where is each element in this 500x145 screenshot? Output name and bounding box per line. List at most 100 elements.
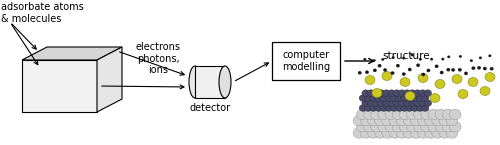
- Ellipse shape: [398, 90, 406, 97]
- Ellipse shape: [378, 122, 390, 132]
- Ellipse shape: [442, 122, 454, 132]
- Ellipse shape: [480, 87, 490, 96]
- Ellipse shape: [405, 91, 415, 100]
- Ellipse shape: [385, 95, 392, 101]
- Ellipse shape: [418, 128, 429, 138]
- Ellipse shape: [406, 95, 413, 101]
- Ellipse shape: [374, 105, 382, 111]
- Ellipse shape: [370, 95, 377, 101]
- Text: computer
modelling: computer modelling: [282, 50, 330, 72]
- Ellipse shape: [414, 122, 426, 132]
- Ellipse shape: [364, 109, 375, 120]
- Ellipse shape: [410, 115, 422, 126]
- Ellipse shape: [380, 105, 388, 111]
- Ellipse shape: [485, 72, 495, 81]
- Ellipse shape: [410, 128, 422, 138]
- Ellipse shape: [446, 128, 458, 138]
- Ellipse shape: [388, 100, 396, 106]
- Ellipse shape: [372, 88, 382, 97]
- Ellipse shape: [430, 94, 440, 103]
- Ellipse shape: [382, 58, 384, 61]
- Ellipse shape: [424, 100, 432, 106]
- Ellipse shape: [424, 115, 436, 126]
- Ellipse shape: [398, 100, 406, 106]
- Ellipse shape: [359, 105, 367, 111]
- Ellipse shape: [370, 109, 382, 120]
- Ellipse shape: [367, 90, 374, 97]
- Ellipse shape: [368, 115, 379, 126]
- Ellipse shape: [419, 100, 426, 106]
- Ellipse shape: [403, 128, 415, 138]
- Ellipse shape: [448, 56, 450, 58]
- Ellipse shape: [392, 109, 404, 120]
- Ellipse shape: [418, 115, 429, 126]
- Ellipse shape: [459, 55, 462, 58]
- Ellipse shape: [424, 128, 436, 138]
- Text: detector: detector: [190, 103, 230, 113]
- Ellipse shape: [452, 75, 462, 84]
- Ellipse shape: [374, 95, 382, 101]
- Ellipse shape: [421, 122, 432, 132]
- Ellipse shape: [374, 128, 386, 138]
- Ellipse shape: [402, 57, 405, 59]
- Ellipse shape: [384, 68, 387, 72]
- Ellipse shape: [370, 122, 382, 132]
- Polygon shape: [97, 47, 122, 112]
- Ellipse shape: [389, 115, 400, 126]
- Ellipse shape: [435, 65, 438, 68]
- Ellipse shape: [388, 90, 396, 97]
- Ellipse shape: [421, 109, 432, 120]
- Polygon shape: [22, 60, 97, 112]
- Ellipse shape: [411, 95, 418, 101]
- Ellipse shape: [372, 100, 380, 106]
- Ellipse shape: [458, 89, 468, 98]
- Ellipse shape: [396, 115, 408, 126]
- Ellipse shape: [430, 58, 433, 60]
- Ellipse shape: [374, 115, 386, 126]
- Ellipse shape: [393, 90, 400, 97]
- Ellipse shape: [400, 109, 411, 120]
- Ellipse shape: [435, 79, 445, 88]
- Ellipse shape: [479, 57, 482, 59]
- Ellipse shape: [490, 67, 494, 70]
- Polygon shape: [22, 47, 122, 60]
- Ellipse shape: [468, 77, 478, 87]
- Ellipse shape: [422, 95, 429, 101]
- Ellipse shape: [472, 67, 475, 70]
- Ellipse shape: [364, 105, 372, 111]
- Ellipse shape: [367, 100, 374, 106]
- Ellipse shape: [406, 105, 413, 111]
- Ellipse shape: [458, 68, 462, 71]
- Ellipse shape: [391, 71, 394, 75]
- Ellipse shape: [189, 66, 201, 98]
- Ellipse shape: [414, 100, 422, 106]
- Ellipse shape: [478, 66, 481, 69]
- Ellipse shape: [470, 59, 473, 62]
- Ellipse shape: [373, 69, 376, 72]
- Ellipse shape: [428, 109, 440, 120]
- Bar: [272, 42, 340, 80]
- Ellipse shape: [360, 115, 372, 126]
- Ellipse shape: [419, 58, 422, 60]
- Ellipse shape: [396, 64, 400, 67]
- Ellipse shape: [358, 71, 362, 74]
- Ellipse shape: [396, 105, 403, 111]
- Ellipse shape: [378, 109, 390, 120]
- Ellipse shape: [382, 128, 394, 138]
- Ellipse shape: [424, 90, 432, 97]
- Ellipse shape: [406, 109, 418, 120]
- Ellipse shape: [439, 115, 450, 126]
- Ellipse shape: [382, 90, 390, 97]
- Ellipse shape: [359, 95, 367, 101]
- Ellipse shape: [488, 55, 492, 57]
- Ellipse shape: [428, 122, 440, 132]
- Text: structure: structure: [382, 51, 430, 61]
- Ellipse shape: [389, 128, 400, 138]
- Ellipse shape: [446, 115, 458, 126]
- Ellipse shape: [435, 122, 447, 132]
- Ellipse shape: [356, 122, 368, 132]
- Ellipse shape: [416, 105, 424, 111]
- Ellipse shape: [368, 128, 379, 138]
- Ellipse shape: [353, 115, 365, 126]
- Ellipse shape: [402, 72, 406, 76]
